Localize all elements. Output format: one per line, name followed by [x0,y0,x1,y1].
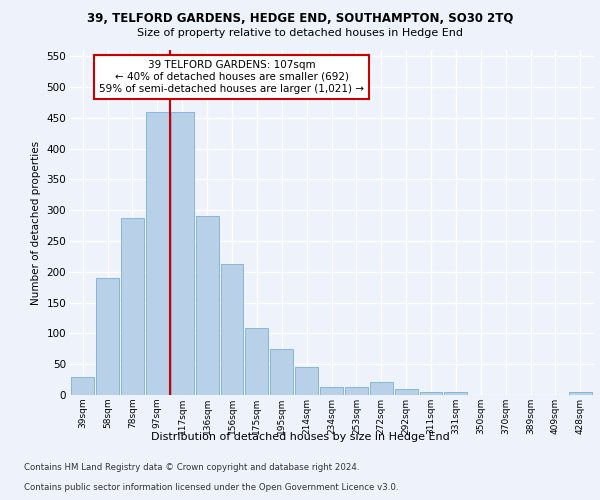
Text: Contains public sector information licensed under the Open Government Licence v3: Contains public sector information licen… [24,484,398,492]
Text: 39, TELFORD GARDENS, HEDGE END, SOUTHAMPTON, SO30 2TQ: 39, TELFORD GARDENS, HEDGE END, SOUTHAMP… [87,12,513,26]
Text: Size of property relative to detached houses in Hedge End: Size of property relative to detached ho… [137,28,463,38]
Bar [445,392,467,395]
Bar [96,278,119,395]
Bar [345,387,368,395]
Bar [370,382,393,395]
Bar [270,350,293,395]
Bar [419,392,442,395]
Text: Distribution of detached houses by size in Hedge End: Distribution of detached houses by size … [151,432,449,442]
Text: Contains HM Land Registry data © Crown copyright and database right 2024.: Contains HM Land Registry data © Crown c… [24,464,359,472]
Bar [121,218,144,395]
Text: 39 TELFORD GARDENS: 107sqm
← 40% of detached houses are smaller (692)
59% of sem: 39 TELFORD GARDENS: 107sqm ← 40% of deta… [99,60,364,94]
Y-axis label: Number of detached properties: Number of detached properties [31,140,41,304]
Bar [71,376,94,395]
Bar [171,112,194,395]
Bar [295,366,318,395]
Bar [196,216,218,395]
Bar [245,328,268,395]
Bar [395,389,418,395]
Bar [569,392,592,395]
Bar [221,264,244,395]
Bar [320,387,343,395]
Bar [146,112,169,395]
